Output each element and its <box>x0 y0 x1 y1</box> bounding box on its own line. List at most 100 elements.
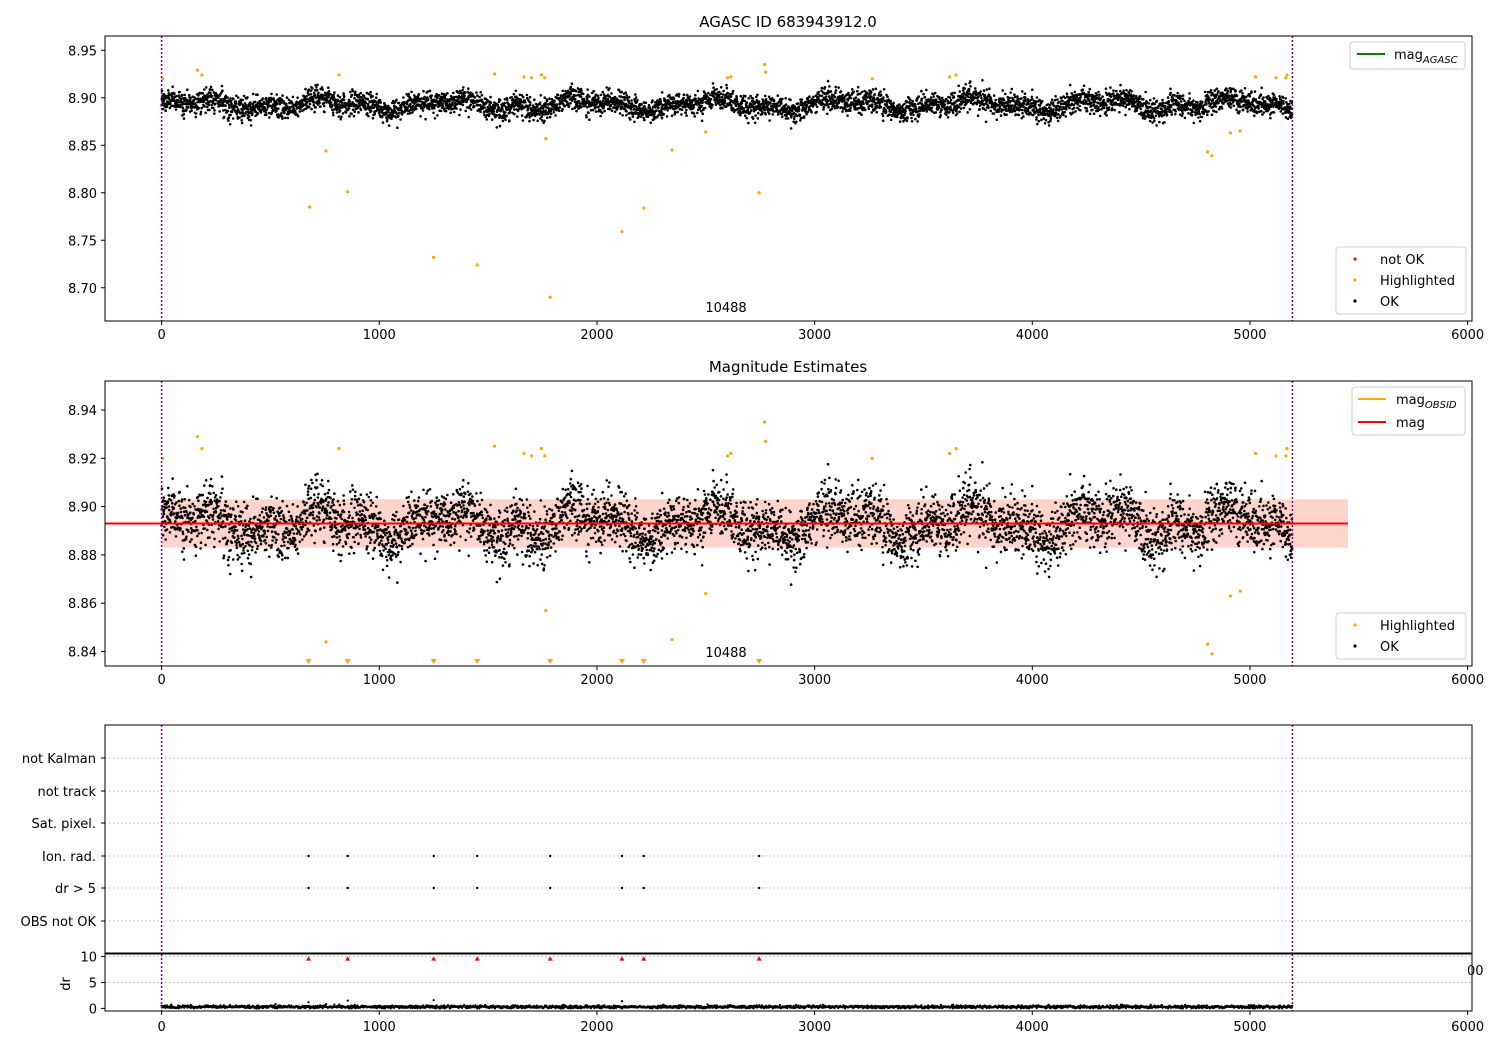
ok-point <box>220 84 224 88</box>
ok-point <box>444 109 448 113</box>
ok-point <box>898 120 902 123</box>
ok-point <box>181 100 184 104</box>
ok-point <box>161 107 165 111</box>
ok-point <box>528 116 531 119</box>
ok-point <box>332 113 335 117</box>
ok-point <box>1155 124 1158 127</box>
ok-point <box>676 110 679 114</box>
ok-point <box>657 106 660 110</box>
ok-point <box>826 79 830 83</box>
ok-point <box>501 116 504 119</box>
ok-point <box>566 89 570 93</box>
ok-point <box>207 103 211 107</box>
ok-point <box>876 104 879 108</box>
ok-point <box>451 107 454 111</box>
ok-point <box>834 89 838 92</box>
ok-point <box>1188 92 1191 95</box>
ok-point <box>989 109 992 113</box>
ok-point <box>856 89 859 93</box>
ok-point <box>672 97 676 101</box>
ok-point <box>1179 94 1183 98</box>
ok-point <box>235 112 239 116</box>
ok-point <box>964 83 967 86</box>
ok-point <box>1192 121 1196 125</box>
ok-point <box>389 108 393 111</box>
ok-point <box>1078 104 1081 108</box>
ok-point <box>430 94 434 97</box>
ok-point <box>834 85 837 89</box>
ok-point <box>243 114 246 118</box>
ok-point <box>860 113 863 117</box>
ok-point <box>1152 97 1156 100</box>
ok-point <box>982 89 986 92</box>
ok-point <box>189 98 192 102</box>
ok-point <box>1037 113 1040 117</box>
ok-point <box>603 97 607 100</box>
ok-point <box>1040 118 1043 122</box>
ok-point <box>879 105 883 109</box>
ok-point <box>852 90 855 94</box>
ok-point <box>1205 102 1208 106</box>
ok-point <box>1174 112 1177 116</box>
ok-point <box>969 85 972 88</box>
ok-point <box>680 108 684 112</box>
ok-point <box>580 89 583 92</box>
ok-point <box>968 108 972 111</box>
ok-point <box>469 108 473 111</box>
ok-point <box>234 102 238 105</box>
ok-point <box>232 97 235 101</box>
ok-point <box>459 108 462 111</box>
ok-point <box>818 94 822 97</box>
ok-point <box>701 112 704 115</box>
ok-point <box>701 101 704 105</box>
ok-point <box>213 109 216 112</box>
ok-point <box>409 102 412 106</box>
ok-point <box>864 108 867 112</box>
ok-point <box>685 114 688 117</box>
ok-point <box>577 100 581 103</box>
ok-point <box>408 111 412 115</box>
ok-point <box>488 112 491 116</box>
ok-point <box>335 108 339 112</box>
ok-point <box>1201 100 1204 104</box>
ok-point <box>845 102 849 105</box>
ok-point <box>313 110 316 114</box>
ok-point <box>729 95 733 98</box>
ok-point <box>980 96 983 100</box>
ok-point <box>601 99 605 102</box>
ok-point <box>194 112 198 115</box>
ok-point <box>905 101 908 104</box>
ok-point <box>395 112 399 116</box>
ok-point <box>546 116 549 119</box>
ok-point <box>419 115 422 118</box>
ok-point <box>828 85 831 88</box>
ok-point <box>714 103 718 106</box>
ok-point <box>477 103 480 107</box>
ok-point <box>219 98 223 101</box>
ok-point <box>585 97 589 100</box>
ok-point <box>747 96 750 100</box>
ok-point <box>1122 89 1125 93</box>
ok-point <box>1179 100 1183 103</box>
ok-point <box>581 92 585 96</box>
ok-point <box>182 117 186 120</box>
ok-point <box>204 111 207 115</box>
ok-point <box>1091 108 1094 112</box>
ok-point <box>1198 107 1201 111</box>
ok-point <box>820 86 824 90</box>
ok-point <box>338 106 342 109</box>
ok-point <box>379 101 383 104</box>
ok-point <box>1097 90 1100 94</box>
ok-point <box>258 99 262 103</box>
ok-point <box>339 117 343 121</box>
ok-point <box>1191 110 1195 113</box>
ok-point <box>200 106 203 110</box>
ok-point <box>461 103 465 107</box>
ok-point <box>407 92 411 96</box>
ok-point <box>957 84 960 88</box>
ok-point <box>556 93 560 97</box>
ok-point <box>349 90 352 94</box>
ok-point <box>320 86 324 89</box>
ok-point <box>228 123 232 126</box>
ok-point <box>1027 102 1030 106</box>
